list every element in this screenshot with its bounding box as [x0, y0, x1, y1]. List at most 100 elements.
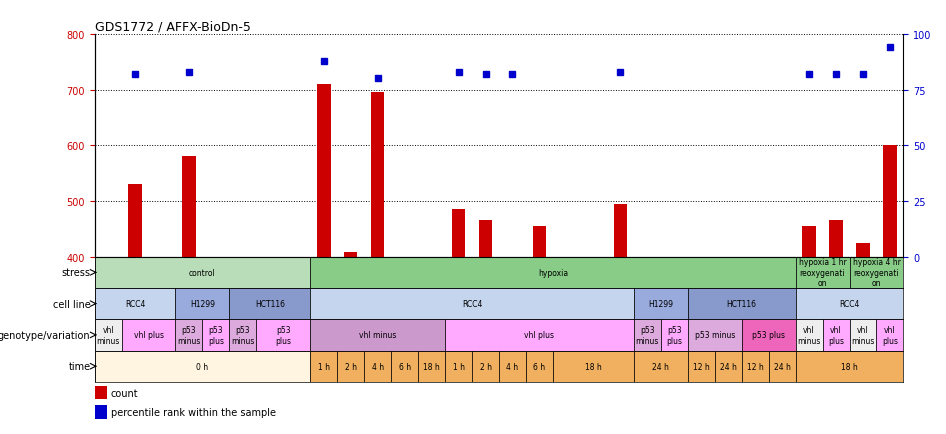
- Bar: [823, 319, 850, 351]
- Text: p53
plus: p53 plus: [666, 326, 682, 345]
- Bar: [121, 319, 176, 351]
- Text: time: time: [68, 362, 91, 372]
- Bar: [229, 319, 256, 351]
- Bar: [446, 319, 634, 351]
- Bar: [472, 351, 499, 382]
- Bar: [452, 210, 465, 257]
- Bar: [742, 351, 768, 382]
- Bar: [552, 351, 634, 382]
- Text: p53 plus: p53 plus: [752, 331, 785, 340]
- Bar: [176, 319, 202, 351]
- Text: GDS1772 / AFFX-BioDn-5: GDS1772 / AFFX-BioDn-5: [95, 20, 251, 33]
- Bar: [796, 351, 903, 382]
- Text: RCC4: RCC4: [462, 299, 482, 309]
- Bar: [344, 253, 358, 257]
- Bar: [183, 157, 196, 257]
- Text: 4 h: 4 h: [372, 362, 384, 371]
- Bar: [479, 221, 492, 257]
- Text: genotype/variation: genotype/variation: [0, 330, 91, 340]
- Text: 12 h: 12 h: [692, 362, 710, 371]
- Bar: [95, 319, 121, 351]
- Text: 6 h: 6 h: [398, 362, 411, 371]
- Bar: [688, 319, 742, 351]
- Text: vhl minus: vhl minus: [359, 331, 396, 340]
- Bar: [95, 351, 310, 382]
- Text: hypoxia 4 hr
reoxygenati
on: hypoxia 4 hr reoxygenati on: [852, 258, 901, 288]
- Bar: [95, 257, 310, 288]
- Text: p53
minus: p53 minus: [636, 326, 659, 345]
- Text: 12 h: 12 h: [746, 362, 763, 371]
- Text: hypoxia 1 hr
reoxygenati
on: hypoxia 1 hr reoxygenati on: [798, 258, 847, 288]
- Text: p53
plus: p53 plus: [275, 326, 291, 345]
- Text: percentile rank within the sample: percentile rank within the sample: [111, 408, 276, 418]
- Text: p53
minus: p53 minus: [231, 326, 254, 345]
- Bar: [634, 351, 688, 382]
- Bar: [371, 93, 384, 257]
- Bar: [768, 351, 796, 382]
- Text: 2 h: 2 h: [344, 362, 357, 371]
- Bar: [95, 386, 107, 400]
- Bar: [850, 257, 903, 288]
- Text: RCC4: RCC4: [125, 299, 146, 309]
- Bar: [176, 288, 229, 319]
- Text: 6 h: 6 h: [534, 362, 546, 371]
- Text: 18 h: 18 h: [841, 362, 858, 371]
- Text: p53 minus: p53 minus: [694, 331, 735, 340]
- Bar: [876, 319, 903, 351]
- Bar: [392, 351, 418, 382]
- Text: vhl
plus: vhl plus: [828, 326, 844, 345]
- Text: 24 h: 24 h: [720, 362, 737, 371]
- Bar: [310, 319, 445, 351]
- Text: control: control: [189, 268, 216, 277]
- Bar: [884, 146, 897, 257]
- Bar: [533, 227, 546, 257]
- Bar: [446, 351, 472, 382]
- Bar: [802, 227, 815, 257]
- Text: 18 h: 18 h: [423, 362, 440, 371]
- Bar: [614, 204, 627, 257]
- Bar: [742, 319, 796, 351]
- Text: 0 h: 0 h: [197, 362, 208, 371]
- Bar: [796, 257, 850, 288]
- Bar: [310, 288, 634, 319]
- Text: H1299: H1299: [190, 299, 215, 309]
- Text: vhl
plus: vhl plus: [882, 326, 898, 345]
- Bar: [526, 351, 552, 382]
- Text: HCT116: HCT116: [254, 299, 285, 309]
- Text: stress: stress: [61, 268, 91, 278]
- Text: vhl
minus: vhl minus: [96, 326, 120, 345]
- Text: 1 h: 1 h: [318, 362, 330, 371]
- Bar: [499, 351, 526, 382]
- Text: p53
minus: p53 minus: [177, 326, 201, 345]
- Text: 1 h: 1 h: [452, 362, 464, 371]
- Bar: [688, 288, 796, 319]
- Bar: [850, 319, 876, 351]
- Bar: [202, 319, 229, 351]
- Bar: [256, 319, 310, 351]
- Text: vhl
minus: vhl minus: [851, 326, 875, 345]
- Bar: [688, 351, 715, 382]
- Bar: [418, 351, 446, 382]
- Text: vhl plus: vhl plus: [524, 331, 554, 340]
- Text: vhl
minus: vhl minus: [797, 326, 821, 345]
- Bar: [856, 243, 869, 257]
- Text: H1299: H1299: [648, 299, 674, 309]
- Bar: [310, 351, 337, 382]
- Text: cell line: cell line: [53, 299, 91, 309]
- Bar: [337, 351, 364, 382]
- Bar: [634, 288, 688, 319]
- Bar: [310, 257, 796, 288]
- Text: p53
plus: p53 plus: [208, 326, 224, 345]
- Text: 2 h: 2 h: [480, 362, 492, 371]
- Text: 24 h: 24 h: [653, 362, 669, 371]
- Text: HCT116: HCT116: [727, 299, 757, 309]
- Bar: [796, 319, 823, 351]
- Text: count: count: [111, 388, 138, 398]
- Bar: [715, 351, 742, 382]
- Bar: [317, 85, 330, 257]
- Text: 18 h: 18 h: [585, 362, 602, 371]
- Bar: [95, 405, 107, 419]
- Bar: [796, 288, 903, 319]
- Bar: [129, 185, 142, 257]
- Text: vhl plus: vhl plus: [133, 331, 164, 340]
